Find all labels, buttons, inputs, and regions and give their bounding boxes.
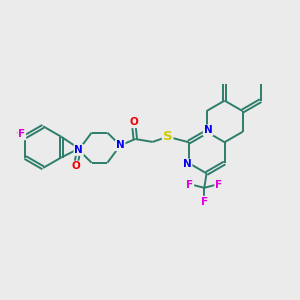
Text: N: N — [116, 140, 124, 150]
Text: O: O — [130, 117, 138, 127]
Text: F: F — [186, 180, 194, 190]
Text: O: O — [72, 161, 80, 172]
Text: N: N — [74, 145, 83, 155]
Text: S: S — [163, 130, 172, 143]
Text: F: F — [215, 180, 222, 190]
Text: F: F — [201, 197, 208, 207]
Text: N: N — [183, 159, 191, 170]
Text: N: N — [204, 125, 212, 135]
Text: F: F — [18, 129, 25, 140]
